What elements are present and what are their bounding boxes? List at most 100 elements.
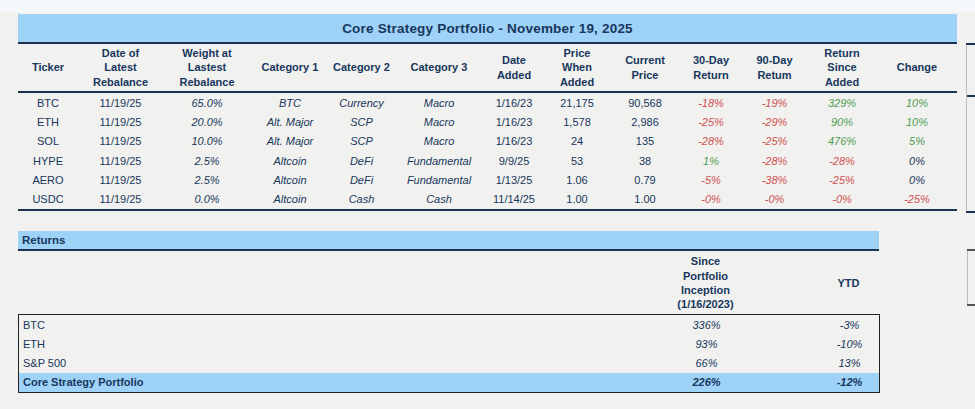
- table-cell: -5%: [680, 174, 742, 186]
- portfolio-table: Core Strategy Portfolio - November 19, 2…: [18, 14, 957, 211]
- column-header-current-price: Current Price: [610, 44, 680, 91]
- returns-row: ETH93%-10%: [19, 334, 879, 353]
- returns-row: S&P 50066%13%: [19, 353, 879, 372]
- table-cell: -0%: [742, 193, 807, 205]
- table-cell: 38: [610, 155, 680, 167]
- table-cell: 20.0%: [163, 116, 251, 128]
- returns-row-label: ETH: [19, 338, 594, 350]
- table-cell: 1/13/25: [484, 174, 544, 186]
- returns-row: BTC336%-3%: [19, 315, 879, 334]
- table-cell: -25%: [742, 135, 807, 147]
- table-row: ETH11/19/2520.0%Alt. MajorSCPMacro1/16/2…: [18, 112, 957, 131]
- returns-header-spacer: [18, 253, 593, 313]
- table-cell: 5%: [877, 135, 957, 147]
- returns-ytd-value: -12%: [819, 376, 880, 388]
- cell-border-fragment: [966, 43, 975, 45]
- column-header-since-inception: Since Portfolio Inception (1/16/2023): [593, 253, 818, 313]
- table-cell: Macro: [394, 97, 484, 109]
- table-cell: AERO: [18, 174, 78, 186]
- top-margin-strip: [0, 0, 975, 12]
- column-header-90-day-return: 90-Day Retum: [742, 44, 807, 91]
- table-cell: 329%: [807, 97, 877, 109]
- table-cell: Cash: [394, 193, 484, 205]
- table-cell: 21,175: [544, 97, 610, 109]
- returns-since-inception-value: 226%: [594, 376, 819, 388]
- column-header-return-since-added: Return Since Added: [807, 44, 877, 91]
- column-header-category-3: Category 3: [394, 44, 484, 91]
- column-header-rebalance-date: Date of Latest Rebalance: [78, 44, 163, 91]
- table-cell: 1/16/23: [484, 97, 544, 109]
- table-cell: 10.0%: [163, 135, 251, 147]
- table-cell: 0.79: [610, 174, 680, 186]
- table-cell: Currency: [329, 97, 394, 109]
- returns-ytd-value: -10%: [819, 338, 880, 350]
- table-row: BTC11/19/2565.0%BTCCurrencyMacro1/16/232…: [18, 93, 957, 112]
- table-cell: Altcoin: [251, 155, 329, 167]
- table-cell: 135: [610, 135, 680, 147]
- table-cell: 11/19/25: [78, 97, 163, 109]
- table-cell: 65.0%: [163, 97, 251, 109]
- table-cell: Alt. Major: [251, 116, 329, 128]
- table-cell: 1%: [680, 155, 742, 167]
- table-cell: -28%: [807, 155, 877, 167]
- table-cell: Altcoin: [251, 193, 329, 205]
- table-cell: -38%: [742, 174, 807, 186]
- table-cell: 2.5%: [163, 155, 251, 167]
- table-cell: -29%: [742, 116, 807, 128]
- table-cell: 1.06: [544, 174, 610, 186]
- portfolio-table-body: BTC11/19/2565.0%BTCCurrencyMacro1/16/232…: [18, 93, 957, 211]
- returns-row-label: BTC: [19, 319, 594, 331]
- table-cell: -25%: [877, 193, 957, 205]
- table-cell: 90,568: [610, 97, 680, 109]
- table-cell: Macro: [394, 116, 484, 128]
- table-cell: SOL: [18, 135, 78, 147]
- table-cell: 1,578: [544, 116, 610, 128]
- table-cell: 1.00: [544, 193, 610, 205]
- returns-since-inception-value: 93%: [594, 338, 819, 350]
- table-cell: ETH: [18, 116, 78, 128]
- column-header-category-2: Category 2: [329, 44, 394, 91]
- table-cell: 11/19/25: [78, 116, 163, 128]
- table-cell: 476%: [807, 135, 877, 147]
- table-row: HYPE11/19/252.5%AltcoinDeFiFundamental9/…: [18, 151, 957, 170]
- table-cell: 1.00: [610, 193, 680, 205]
- table-cell: 11/14/25: [484, 193, 544, 205]
- table-cell: Alt. Major: [251, 135, 329, 147]
- cell-border-fragment: [966, 211, 975, 213]
- cell-border-fragment: [967, 249, 975, 251]
- table-cell: 2,986: [610, 116, 680, 128]
- table-cell: 2.5%: [163, 174, 251, 186]
- table-cell: SCP: [329, 116, 394, 128]
- table-cell: BTC: [251, 97, 329, 109]
- returns-row: Core Strategy Portfolio226%-12%: [19, 373, 879, 392]
- table-cell: Cash: [329, 193, 394, 205]
- returns-row-label: Core Strategy Portfolio: [19, 376, 594, 388]
- table-cell: HYPE: [18, 155, 78, 167]
- table-cell: 9/9/25: [484, 155, 544, 167]
- column-header-change: Change: [877, 44, 957, 91]
- table-cell: DeFi: [329, 174, 394, 186]
- column-header-30-day-return: 30-Day Return: [680, 44, 742, 91]
- returns-row-label: S&P 500: [19, 357, 594, 369]
- table-cell: -0%: [680, 193, 742, 205]
- table-cell: -0%: [807, 193, 877, 205]
- table-cell: 53: [544, 155, 610, 167]
- table-cell: 24: [544, 135, 610, 147]
- column-header-category-1: Category 1: [251, 44, 329, 91]
- column-header-price-when-added: Price When Added: [544, 44, 610, 91]
- table-cell: 90%: [807, 116, 877, 128]
- returns-section-header: Returns: [18, 231, 879, 251]
- table-cell: 11/19/25: [78, 174, 163, 186]
- column-header-date-added: Date Added: [484, 44, 544, 91]
- table-cell: 0%: [877, 155, 957, 167]
- table-cell: -28%: [742, 155, 807, 167]
- column-header-weight: Weight at Lastest Rebalance: [163, 44, 251, 91]
- spreadsheet-page: Core Strategy Portfolio - November 19, 2…: [0, 0, 975, 409]
- returns-header-row: Since Portfolio Inception (1/16/2023) YT…: [18, 253, 879, 313]
- table-row: SOL11/19/2510.0%Alt. MajorSCPMacro1/16/2…: [18, 132, 957, 151]
- table-cell: -25%: [680, 116, 742, 128]
- table-cell: 11/19/25: [78, 193, 163, 205]
- portfolio-header-row: Ticker Date of Latest Rebalance Weight a…: [18, 44, 957, 93]
- column-header-ticker: Ticker: [18, 44, 78, 91]
- returns-ytd-value: -3%: [819, 319, 880, 331]
